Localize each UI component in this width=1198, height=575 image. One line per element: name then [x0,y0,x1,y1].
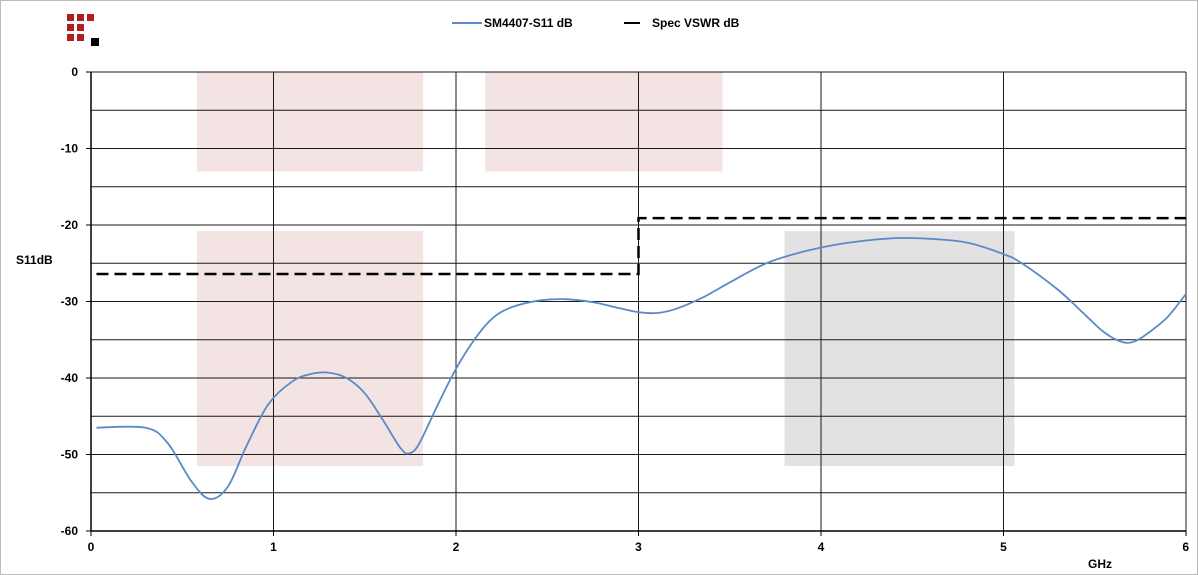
logo-square [67,34,74,41]
y-tick-label: -40 [61,371,79,385]
axes [86,71,1187,536]
logo-square [77,14,84,21]
y-tick-label: -30 [61,295,79,309]
shaded-region-1 [485,72,723,172]
logo-square [87,14,94,21]
logo-square [67,14,74,21]
series-lines [96,216,1187,500]
legend-label-spec: Spec VSWR dB [652,16,740,30]
x-tick-label: 6 [1182,540,1189,554]
legend-label-s11: SM4407-S11 dB [484,16,573,30]
shaded-region-3 [784,231,1015,466]
y-tick-label: 0 [71,65,78,79]
x-tick-label: 3 [635,540,642,554]
shaded-regions [196,72,1015,466]
tick-labels: 0 1 2 3 4 5 6 0 -10 -20 -30 -40 -50 -60 [61,65,1190,554]
series-line-s11 [96,237,1187,500]
logo-square-black [91,38,99,46]
x-tick-label: 0 [88,540,95,554]
grid [91,71,1187,531]
x-tick-label: 1 [270,540,277,554]
shaded-region-2 [196,231,424,466]
shaded-region-0 [196,72,424,172]
y-tick-label: -10 [61,142,79,156]
y-axis-label: S11dB [16,253,53,267]
logo-square [67,24,74,31]
x-axis-label: GHz [1088,557,1112,571]
series-line-spec-vswr [96,216,1186,276]
x-tick-label: 4 [818,540,825,554]
y-tick-label: -60 [61,524,79,538]
x-tick-label: 5 [1000,540,1007,554]
brand-logo [67,14,99,46]
logo-square [77,24,84,31]
y-tick-label: -20 [61,218,79,232]
legend: SM4407-S11 dB Spec VSWR dB [452,16,740,30]
y-tick-label: -50 [61,448,79,462]
x-tick-label: 2 [453,540,460,554]
logo-square [77,34,84,41]
